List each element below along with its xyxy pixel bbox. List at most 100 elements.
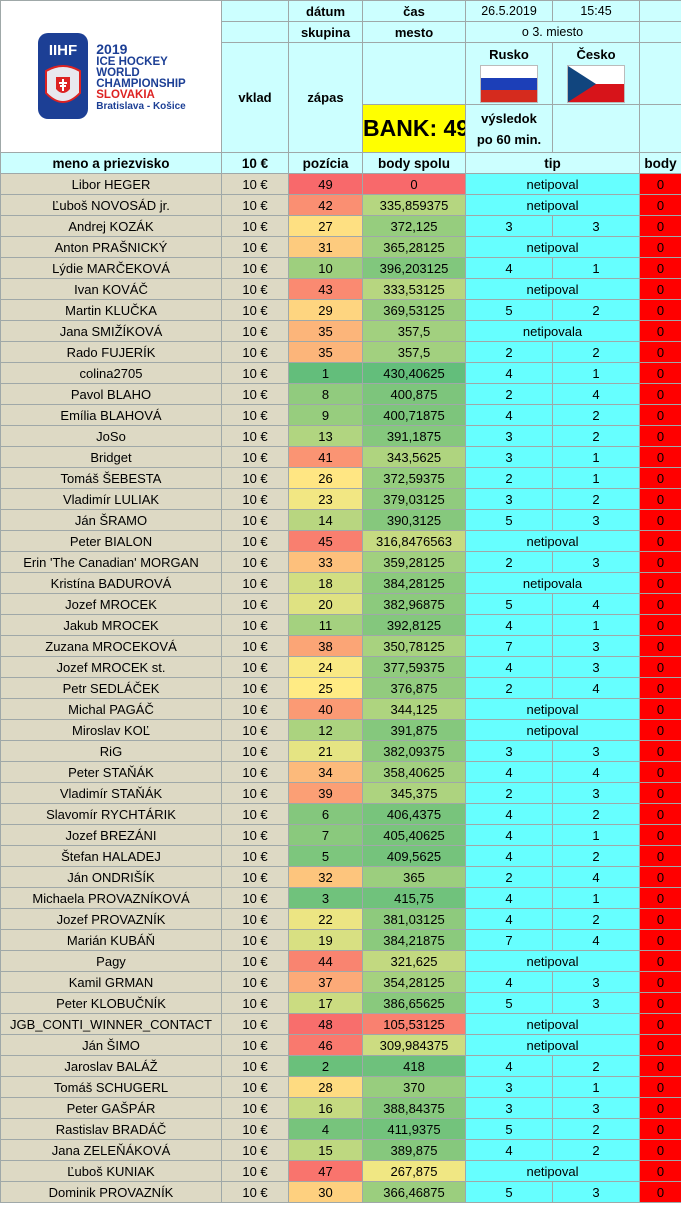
tip-team1-score: 4 [465,404,553,426]
team2-name: Česko [576,47,616,62]
position-cell: 25 [288,677,363,699]
participant-name: Dominik PROVAZNÍK [0,1181,222,1203]
tip-team1-score: 4 [465,614,553,636]
tip-team1-score: 4 [465,887,553,909]
tip-team2-score: 3 [552,656,640,678]
logo-line4: SLOVAKIA [96,89,155,101]
tip-team2-score: 2 [552,1139,640,1161]
table-row: Tomáš SCHUGERL 10 €28 370 3 1 0 [0,1076,681,1098]
stake-cell: 10 € [221,1160,289,1182]
points-cell: 0 [639,236,681,258]
participant-name: Emília BLAHOVÁ [0,404,222,426]
tip-status: netipoval [465,1013,640,1035]
tip-team2-score: 2 [552,425,640,447]
tip-team2-score: 4 [552,383,640,405]
participant-name: Pagy [0,950,222,972]
participant-name: Andrej KOZÁK [0,215,222,237]
table-row: Michal PAGÁČ 10 €40 344,125 netipoval 0 [0,698,681,720]
cas-label: čas [362,0,466,22]
table-row: Petr SEDLÁČEK 10 €25 376,875 2 4 0 [0,677,681,699]
team2-cell: Česko [552,42,640,105]
tip-team2-score: 1 [552,887,640,909]
stake-cell: 10 € [221,740,289,762]
stake-cell: 10 € [221,1055,289,1077]
points-cell: 0 [639,656,681,678]
position-cell: 16 [288,1097,363,1119]
points-cell: 0 [639,971,681,993]
logo-line3: CHAMPIONSHIP [96,78,186,90]
logo-year: 2019 [96,41,128,57]
stake-cell: 10 € [221,1181,289,1203]
tip-team2-score: 2 [552,845,640,867]
total-points-cell: 389,875 [362,1139,466,1161]
points-cell: 0 [639,362,681,384]
table-row: Michaela PROVAZNÍKOVÁ 10 €3 415,75 4 1 0 [0,887,681,909]
points-cell: 0 [639,1118,681,1140]
empty-header-cell [362,42,466,105]
participant-name: Rastislav BRADÁČ [0,1118,222,1140]
stake-cell: 10 € [221,929,289,951]
participant-name: JGB_CONTI_WINNER_CONTACT [0,1013,222,1035]
tip-team1-score: 3 [465,1097,553,1119]
points-cell: 0 [639,320,681,342]
participant-name: Anton PRAŠNICKÝ [0,236,222,258]
points-cell: 0 [639,1076,681,1098]
table-row: Štefan HALADEJ 10 €5 409,5625 4 2 0 [0,845,681,867]
participant-name: colina2705 [0,362,222,384]
points-cell: 0 [639,992,681,1014]
tip-team2-score: 3 [552,215,640,237]
total-points-cell: 343,5625 [362,446,466,468]
total-points-cell: 267,875 [362,1160,466,1182]
table-row: Kristína BADUROVÁ 10 €18 384,28125 netipova… [0,572,681,594]
participant-name: Ľuboš KUNIAK [0,1160,222,1182]
total-points-cell: 430,40625 [362,362,466,384]
stake-cell: 10 € [221,1118,289,1140]
column-header-vklad: 10 € [221,152,289,174]
position-cell: 23 [288,488,363,510]
stake-cell: 10 € [221,824,289,846]
participant-name: Libor HEGER [0,173,222,195]
participant-name: Jaroslav BALÁŽ [0,1055,222,1077]
table-row: Jozef PROVAZNÍK 10 €22 381,03125 4 2 0 [0,908,681,930]
stake-cell: 10 € [221,719,289,741]
points-cell: 0 [639,950,681,972]
empty-header-cell [639,21,681,43]
position-cell: 18 [288,572,363,594]
total-points-cell: 400,71875 [362,404,466,426]
tip-team1-score: 3 [465,425,553,447]
position-cell: 35 [288,320,363,342]
position-cell: 14 [288,509,363,531]
table-row: Jozef MROCEK 10 €20 382,96875 5 4 0 [0,593,681,615]
position-cell: 34 [288,761,363,783]
stake-cell: 10 € [221,278,289,300]
position-cell: 32 [288,866,363,888]
tip-team1-score: 3 [465,215,553,237]
participant-name: Martin KLUČKA [0,299,222,321]
tip-team1-score: 5 [465,593,553,615]
tip-team1-score: 3 [465,740,553,762]
tip-team2-score: 3 [552,782,640,804]
skupina-label: skupina [288,21,363,43]
table-row: JoSo 10 €13 391,1875 3 2 0 [0,425,681,447]
position-cell: 4 [288,1118,363,1140]
total-points-cell: 345,375 [362,782,466,804]
position-cell: 29 [288,299,363,321]
tip-team2-score: 2 [552,908,640,930]
group-value: o 3. miesto [465,21,640,43]
tip-team2-score: 1 [552,824,640,846]
stake-cell: 10 € [221,908,289,930]
points-cell: 0 [639,530,681,552]
total-points-cell: 405,40625 [362,824,466,846]
position-cell: 37 [288,971,363,993]
position-cell: 12 [288,719,363,741]
svg-text:IIHF: IIHF [49,42,77,59]
total-points-cell: 409,5625 [362,845,466,867]
total-points-cell: 369,53125 [362,299,466,321]
total-points-cell: 105,53125 [362,1013,466,1035]
total-points-cell: 386,65625 [362,992,466,1014]
points-cell: 0 [639,278,681,300]
position-cell: 33 [288,551,363,573]
stake-cell: 10 € [221,1139,289,1161]
stake-cell: 10 € [221,635,289,657]
